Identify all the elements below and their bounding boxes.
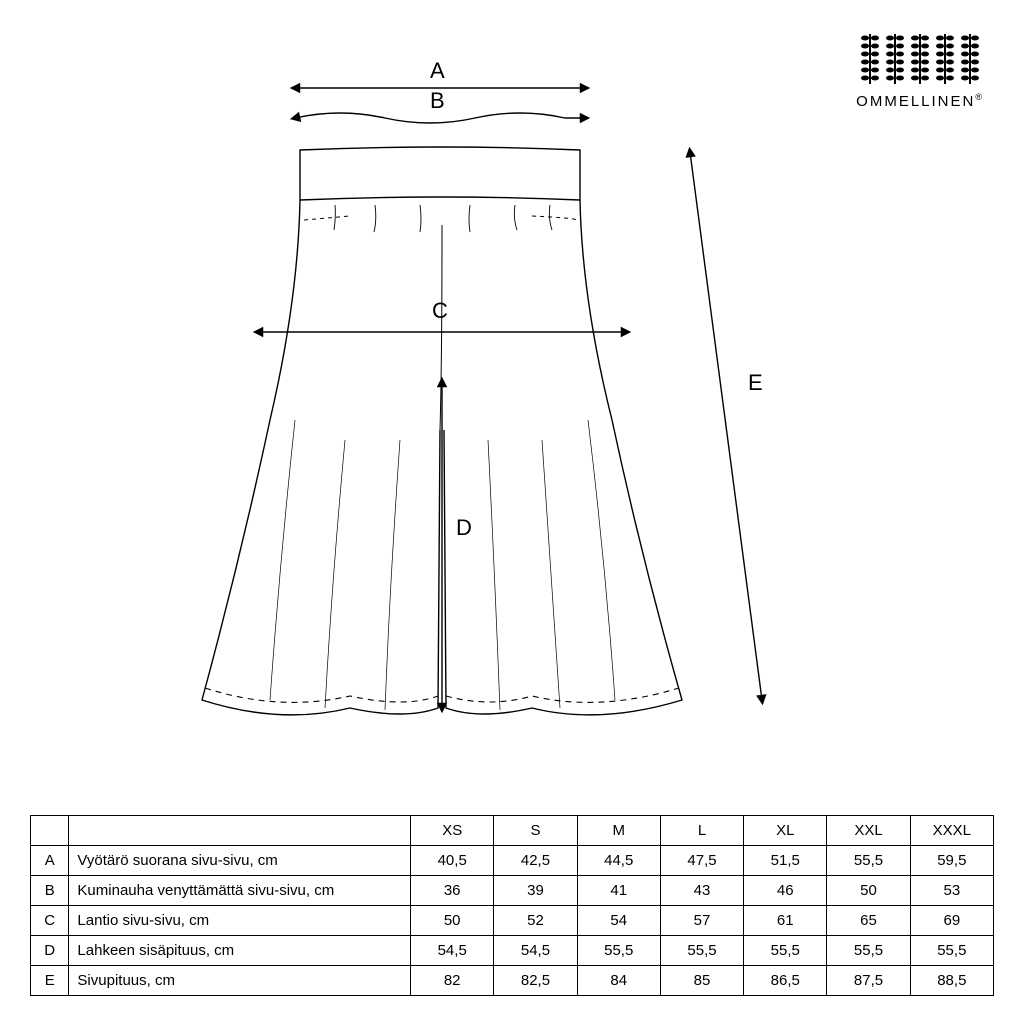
table-row: CLantio sivu-sivu, cm50525457616569 [31, 906, 994, 936]
cell-value: 69 [910, 906, 993, 936]
brand-name: OMMELLINEN® [856, 92, 984, 110]
cell-value: 52 [494, 906, 577, 936]
row-letter: C [31, 906, 69, 936]
row-letter: B [31, 876, 69, 906]
cell-value: 50 [827, 876, 910, 906]
cell-value: 41 [577, 876, 660, 906]
cell-value: 54,5 [494, 936, 577, 966]
table-row: ESivupituus, cm8282,5848586,587,588,5 [31, 966, 994, 996]
size-head: S [494, 816, 577, 846]
table-row: BKuminauha venyttämättä sivu-sivu, cm363… [31, 876, 994, 906]
cell-value: 54,5 [411, 936, 494, 966]
size-head: XXXL [910, 816, 993, 846]
table-row: DLahkeen sisäpituus, cm54,554,555,555,55… [31, 936, 994, 966]
cell-value: 86,5 [744, 966, 827, 996]
row-label: Kuminauha venyttämättä sivu-sivu, cm [69, 876, 411, 906]
leaf-icon [856, 30, 984, 86]
cell-value: 54 [577, 906, 660, 936]
table-row: AVyötärö suorana sivu-sivu, cm40,542,544… [31, 846, 994, 876]
cell-value: 57 [660, 906, 743, 936]
row-label: Vyötärö suorana sivu-sivu, cm [69, 846, 411, 876]
cell-value: 65 [827, 906, 910, 936]
cell-value: 55,5 [577, 936, 660, 966]
size-head: XS [411, 816, 494, 846]
cell-value: 61 [744, 906, 827, 936]
cell-value: 82 [411, 966, 494, 996]
size-head: M [577, 816, 660, 846]
row-label: Lantio sivu-sivu, cm [69, 906, 411, 936]
cell-value: 59,5 [910, 846, 993, 876]
cell-value: 39 [494, 876, 577, 906]
cell-value: 47,5 [660, 846, 743, 876]
cell-value: 44,5 [577, 846, 660, 876]
size-head: L [660, 816, 743, 846]
cell-value: 50 [411, 906, 494, 936]
label-e: E [748, 370, 763, 396]
row-letter: A [31, 846, 69, 876]
row-letter: D [31, 936, 69, 966]
size-head: XL [744, 816, 827, 846]
label-b: B [430, 88, 445, 114]
cell-value: 46 [744, 876, 827, 906]
row-label: Lahkeen sisäpituus, cm [69, 936, 411, 966]
cell-value: 55,5 [660, 936, 743, 966]
row-letter: E [31, 966, 69, 996]
cell-value: 40,5 [411, 846, 494, 876]
size-head: XXL [827, 816, 910, 846]
cell-value: 53 [910, 876, 993, 906]
cell-value: 87,5 [827, 966, 910, 996]
cell-value: 55,5 [910, 936, 993, 966]
cell-value: 88,5 [910, 966, 993, 996]
cell-value: 55,5 [827, 846, 910, 876]
table-header-row: XS S M L XL XXL XXXL [31, 816, 994, 846]
row-label: Sivupituus, cm [69, 966, 411, 996]
cell-value: 84 [577, 966, 660, 996]
size-table: XS S M L XL XXL XXXL AVyötärö suorana si… [30, 815, 994, 996]
cell-value: 85 [660, 966, 743, 996]
cell-value: 51,5 [744, 846, 827, 876]
cell-value: 43 [660, 876, 743, 906]
brand-logo: OMMELLINEN® [856, 30, 984, 110]
label-a: A [430, 58, 445, 84]
cell-value: 36 [411, 876, 494, 906]
cell-value: 55,5 [744, 936, 827, 966]
label-d: D [456, 515, 472, 541]
label-c: C [432, 298, 448, 324]
cell-value: 82,5 [494, 966, 577, 996]
garment-diagram: A B C D E [150, 60, 870, 760]
cell-value: 42,5 [494, 846, 577, 876]
cell-value: 55,5 [827, 936, 910, 966]
